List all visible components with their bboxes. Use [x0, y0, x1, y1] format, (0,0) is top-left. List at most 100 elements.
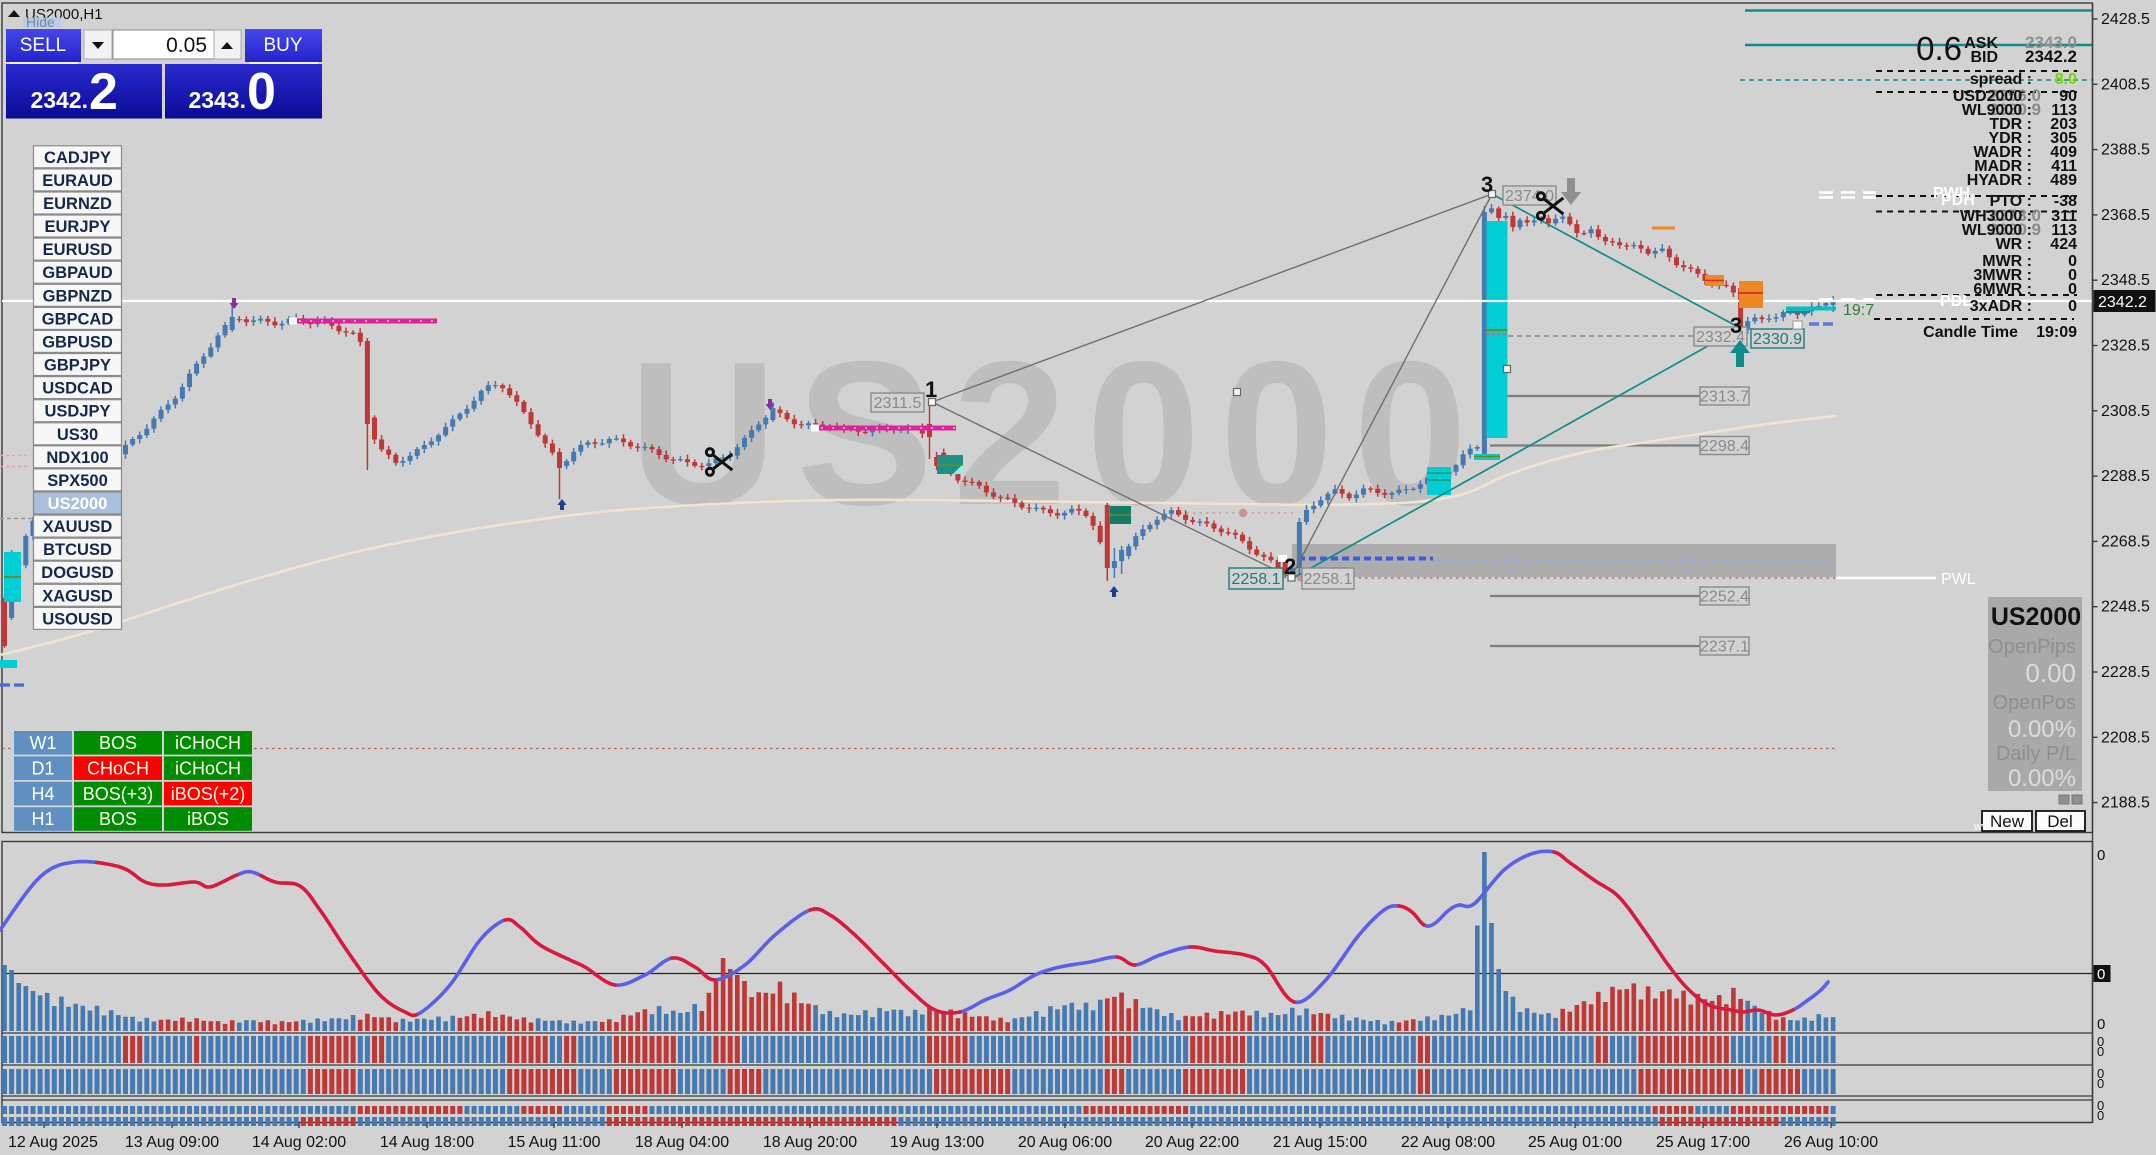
svg-text:iBOS(+2): iBOS(+2)	[171, 784, 246, 804]
svg-text:489: 489	[2050, 172, 2077, 189]
svg-text:GBPUSD: GBPUSD	[42, 333, 113, 351]
svg-text:2228.5: 2228.5	[2101, 664, 2150, 681]
svg-text:US30: US30	[57, 426, 98, 444]
svg-text:WR :: WR :	[1996, 236, 2032, 253]
svg-text:Hide: Hide	[26, 14, 55, 30]
svg-text:1: 1	[925, 377, 937, 402]
svg-text:2348.5: 2348.5	[2101, 272, 2150, 289]
svg-text:BOS(+3): BOS(+3)	[83, 784, 154, 804]
svg-text:2330.9: 2330.9	[1753, 331, 1802, 348]
svg-text:GBPJPY: GBPJPY	[44, 357, 111, 375]
svg-text:0.6: 0.6	[1916, 30, 1962, 67]
svg-text:2343.: 2343.	[188, 87, 246, 113]
svg-text:BUY: BUY	[263, 35, 302, 56]
svg-text:3: 3	[1730, 313, 1742, 338]
svg-text:USD2000 :: USD2000 :	[1953, 88, 2032, 105]
svg-text:2373.0: 2373.0	[1989, 206, 2041, 225]
svg-text:424: 424	[2050, 236, 2077, 253]
svg-text:YDR :: YDR :	[1988, 130, 2032, 147]
svg-text:0: 0	[2097, 1076, 2104, 1091]
svg-text:WADR :: WADR :	[1973, 144, 2032, 161]
svg-text:2330.9: 2330.9	[1989, 100, 2041, 119]
svg-text:H4: H4	[31, 784, 54, 804]
svg-text:PTO :: PTO :	[1990, 193, 2032, 210]
svg-text:Daily P/L: Daily P/L	[1996, 743, 2076, 765]
svg-text:SELL: SELL	[20, 35, 66, 56]
svg-text:HYADR :: HYADR :	[1967, 172, 2032, 189]
svg-text:3xADR :: 3xADR :	[1970, 298, 2032, 315]
svg-text:3MWR :: 3MWR :	[1973, 267, 2032, 284]
svg-text:XAGUSD: XAGUSD	[42, 587, 113, 605]
svg-text:H1: H1	[31, 809, 54, 829]
svg-text:2188.5: 2188.5	[2101, 795, 2150, 812]
svg-text:2328.5: 2328.5	[2101, 338, 2150, 355]
svg-text:0.00%: 0.00%	[2008, 716, 2076, 743]
svg-text:6MWR :: 6MWR :	[1973, 281, 2032, 298]
svg-text:0: 0	[2068, 253, 2077, 270]
svg-text:2330.9: 2330.9	[1989, 220, 2041, 239]
svg-text:26 Aug 10:00: 26 Aug 10:00	[1784, 1134, 1878, 1151]
svg-text:0: 0	[2068, 281, 2077, 298]
svg-text:2: 2	[1284, 554, 1296, 579]
svg-text:0: 0	[2097, 1034, 2104, 1049]
svg-text:19 Aug 13:00: 19 Aug 13:00	[890, 1134, 984, 1151]
svg-text:0: 0	[2068, 298, 2077, 315]
svg-text:EURUSD: EURUSD	[43, 241, 113, 259]
svg-text:iBOS: iBOS	[187, 809, 229, 829]
svg-text:25 Aug 17:00: 25 Aug 17:00	[1656, 1134, 1750, 1151]
svg-text:2356.0: 2356.0	[1989, 86, 2041, 105]
svg-text:WL9000 :: WL9000 :	[1962, 222, 2032, 239]
svg-text:2237.1: 2237.1	[1700, 639, 1749, 656]
svg-text:Candle Time: Candle Time	[1923, 324, 2018, 341]
svg-text:0: 0	[2097, 1016, 2105, 1033]
svg-text:0.05: 0.05	[166, 34, 207, 57]
svg-text:113: 113	[2051, 102, 2077, 119]
svg-text:USDCAD: USDCAD	[42, 380, 113, 398]
svg-text:2342.2: 2342.2	[2098, 294, 2147, 311]
svg-text:19:7: 19:7	[1843, 302, 1874, 319]
svg-text:GBPAUD: GBPAUD	[42, 264, 112, 282]
svg-text:2342.2: 2342.2	[2025, 47, 2077, 66]
svg-text:CADJPY: CADJPY	[44, 149, 111, 167]
svg-text:8.0: 8.0	[2055, 71, 2077, 88]
svg-text:2428.5: 2428.5	[2101, 11, 2150, 28]
svg-text:12 Aug 2025: 12 Aug 2025	[8, 1134, 98, 1151]
svg-text:22 Aug 08:00: 22 Aug 08:00	[1401, 1134, 1495, 1151]
svg-text:MWR :: MWR :	[1982, 253, 2032, 270]
svg-text:MADR :: MADR :	[1974, 158, 2032, 175]
svg-text:2342.: 2342.	[30, 87, 88, 113]
svg-text:0: 0	[2097, 1098, 2104, 1113]
svg-text:WL9000 :: WL9000 :	[1962, 102, 2032, 119]
svg-text:EURJPY: EURJPY	[44, 218, 110, 236]
svg-text:TDR :: TDR :	[1989, 116, 2032, 133]
svg-text:2308.5: 2308.5	[2101, 403, 2150, 420]
svg-text:OpenPos: OpenPos	[1993, 692, 2076, 714]
svg-text:iCHoCH: iCHoCH	[175, 733, 241, 753]
svg-text:0: 0	[2097, 1066, 2104, 1081]
svg-text:Del: Del	[2047, 812, 2073, 831]
svg-text:BID: BID	[1970, 49, 1998, 66]
svg-text:2332.4: 2332.4	[1696, 329, 1745, 346]
svg-text:W1: W1	[30, 733, 57, 753]
svg-text:D1: D1	[31, 758, 54, 778]
svg-text:OpenPips: OpenPips	[1988, 636, 2076, 658]
svg-text:411: 411	[2051, 158, 2077, 175]
svg-text:2388.5: 2388.5	[2101, 142, 2150, 159]
svg-text:305: 305	[2050, 130, 2077, 147]
svg-text:2208.5: 2208.5	[2101, 729, 2150, 746]
svg-text:0: 0	[2097, 847, 2105, 864]
svg-text:-38: -38	[2054, 193, 2077, 210]
svg-text:XAUUSD: XAUUSD	[43, 518, 113, 536]
svg-text:0: 0	[2097, 1108, 2104, 1123]
svg-text:2313.7: 2313.7	[1700, 389, 1749, 406]
svg-text:25 Aug 01:00: 25 Aug 01:00	[1528, 1134, 1622, 1151]
svg-text:BTCUSD: BTCUSD	[43, 541, 112, 559]
svg-text:DOGUSD: DOGUSD	[41, 564, 114, 582]
svg-text:BOS: BOS	[99, 733, 137, 753]
svg-text:US2000: US2000	[48, 495, 108, 513]
svg-text:2311.5: 2311.5	[874, 395, 922, 412]
svg-text:2368.5: 2368.5	[2101, 207, 2150, 224]
svg-text:2258.1: 2258.1	[1304, 571, 1353, 588]
svg-text:3: 3	[1481, 172, 1493, 197]
svg-text:PWH: PWH	[1933, 185, 1970, 202]
